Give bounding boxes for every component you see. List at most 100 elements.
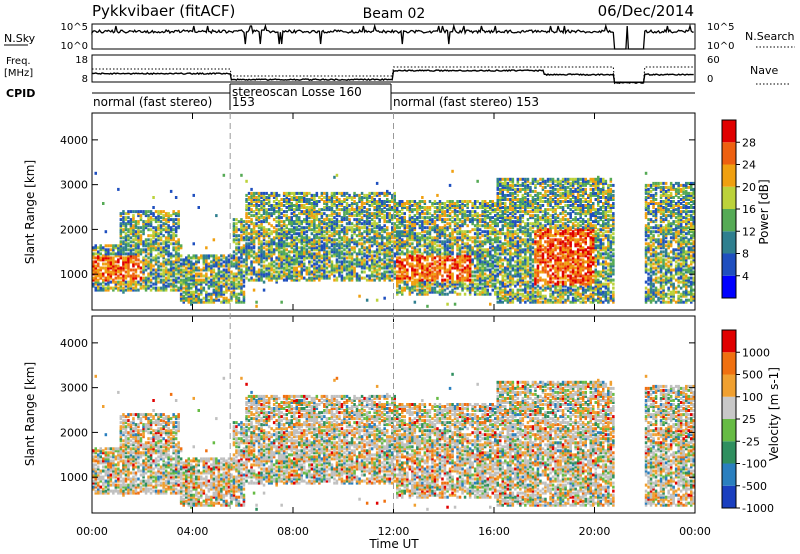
power-cell <box>328 252 331 256</box>
power-cell <box>506 222 510 226</box>
power-cell <box>328 246 331 250</box>
power-cell <box>250 278 253 282</box>
power-cell <box>350 278 354 282</box>
power-cell <box>272 264 276 268</box>
power-cell <box>393 214 396 218</box>
power-cell <box>308 224 311 228</box>
power-cell <box>290 218 293 222</box>
power-cell <box>252 210 256 214</box>
power-cell <box>489 268 492 272</box>
power-cell <box>142 220 145 224</box>
power-cell <box>172 222 175 226</box>
power-cell <box>159 274 163 278</box>
power-cell <box>358 248 361 252</box>
power-cell <box>232 240 236 244</box>
power-cell <box>504 278 507 282</box>
power-cell <box>267 193 271 197</box>
power-cell <box>383 236 386 240</box>
power-cell <box>305 250 309 254</box>
power-cell <box>104 256 108 260</box>
power-cell <box>365 246 369 250</box>
power-cell <box>257 212 261 216</box>
power-cell <box>333 175 336 179</box>
power-cell <box>501 294 504 298</box>
power-cell <box>174 242 178 246</box>
power-cell <box>481 200 484 203</box>
power-cell <box>373 193 376 197</box>
power-cell <box>325 274 329 278</box>
power-cell <box>320 198 324 201</box>
power-cell <box>506 240 510 244</box>
power-cell <box>144 254 148 258</box>
power-cell <box>438 226 442 230</box>
power-cell <box>107 258 110 262</box>
power-cell <box>330 204 334 207</box>
power-cell <box>202 280 206 284</box>
power-cell <box>227 262 231 266</box>
power-cell <box>473 236 477 240</box>
power-cell <box>252 268 256 272</box>
power-cell <box>413 256 417 260</box>
power-cell <box>343 260 346 264</box>
power-cell <box>117 264 120 268</box>
power-cell <box>207 276 211 280</box>
power-cell <box>408 262 412 266</box>
power-cell <box>453 258 457 262</box>
power-cell <box>202 254 206 258</box>
power-cell <box>300 220 303 224</box>
power-cell <box>190 296 193 300</box>
power-cell <box>250 196 253 199</box>
power-cell <box>260 260 263 264</box>
power-cell <box>333 234 336 238</box>
power-cell <box>167 246 170 250</box>
power-cell <box>147 262 150 266</box>
power-cell <box>169 242 173 246</box>
power-cell <box>300 268 303 272</box>
power-cell <box>370 256 374 260</box>
power-cell <box>330 200 334 203</box>
power-cell <box>303 220 306 224</box>
power-cell <box>391 260 394 264</box>
power-cell <box>383 228 386 232</box>
power-cell <box>313 264 316 268</box>
power-cell <box>134 236 138 240</box>
power-cell <box>235 260 238 264</box>
power-cell <box>345 204 349 207</box>
power-cell <box>343 228 346 232</box>
power-cell <box>380 234 384 238</box>
power-cell <box>305 191 309 195</box>
power-cell <box>383 278 386 282</box>
power-cell <box>426 236 429 240</box>
power-cell <box>272 208 276 212</box>
power-cell <box>285 252 288 256</box>
power-cell <box>277 206 281 209</box>
power-cell <box>360 202 364 205</box>
power-cell <box>499 256 502 260</box>
power-cell <box>109 258 113 262</box>
power-cell <box>481 248 484 252</box>
power-cell <box>295 256 298 260</box>
power-cell <box>398 280 401 284</box>
power-cell <box>277 234 281 238</box>
power-cell <box>370 212 374 216</box>
power-cell <box>104 286 108 290</box>
power-cell <box>282 268 286 272</box>
power-cell <box>338 268 341 272</box>
power-cell <box>285 244 288 248</box>
power-cell <box>210 296 213 300</box>
power-cell <box>509 288 512 292</box>
power-cell <box>441 278 444 282</box>
power-cell <box>147 248 150 252</box>
power-cell <box>295 228 298 232</box>
power-cell <box>182 278 185 282</box>
power-cell <box>340 191 344 195</box>
power-cell <box>192 242 195 246</box>
power-cell <box>315 232 319 236</box>
power-cell <box>272 240 276 244</box>
power-cell <box>325 200 329 203</box>
power-cell <box>486 268 489 272</box>
power-cell <box>127 234 130 238</box>
power-cell <box>220 286 223 290</box>
power-cell <box>345 232 349 236</box>
power-cell <box>318 222 321 226</box>
